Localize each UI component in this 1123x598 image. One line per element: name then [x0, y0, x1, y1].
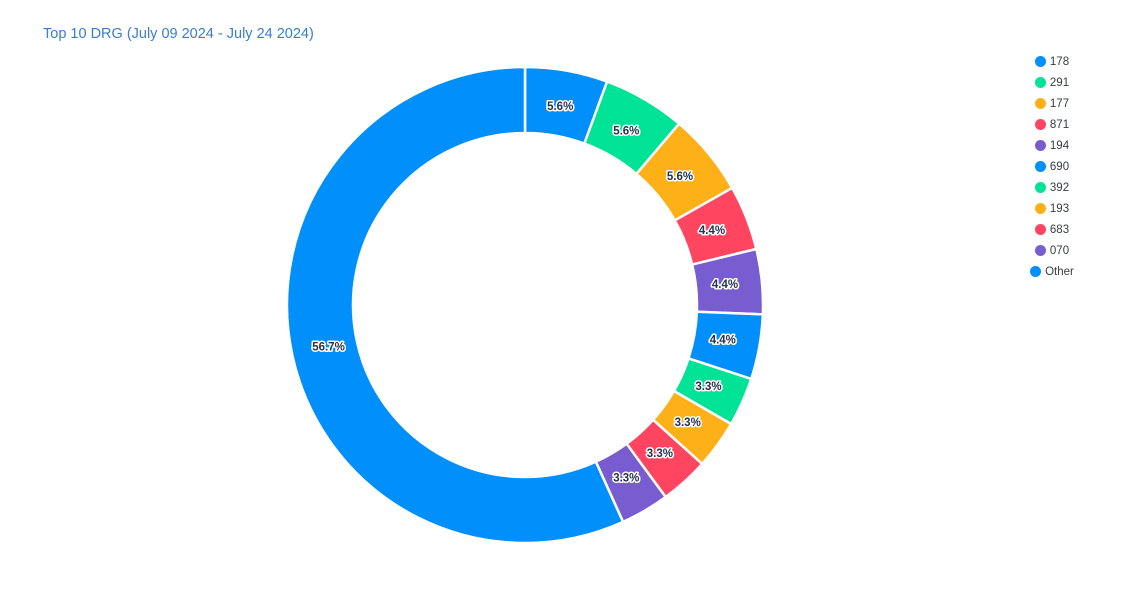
legend-marker-icon — [1034, 245, 1046, 256]
legend-marker-icon — [1034, 182, 1046, 193]
legend-item-label: 392 — [1049, 181, 1070, 194]
chart-title: Top 10 DRG (July 09 2024 - July 24 2024) — [43, 26, 314, 42]
legend-item-683[interactable]: 683 — [1034, 219, 1070, 240]
legend-item-label: 690 — [1049, 160, 1070, 173]
legend-item-070[interactable]: 070 — [1034, 240, 1070, 261]
legend-item-label: 177 — [1049, 97, 1070, 110]
legend-item-label: 178 — [1049, 55, 1070, 68]
legend-item-label: 194 — [1049, 139, 1070, 152]
legend-marker-icon — [1034, 77, 1046, 88]
legend-item-label: Other — [1045, 265, 1074, 278]
legend-item-392[interactable]: 392 — [1034, 177, 1070, 198]
legend-item-label: 871 — [1049, 118, 1070, 131]
legend-item-291[interactable]: 291 — [1034, 72, 1070, 93]
legend: 178 291 177 871 194 690 392 193 683 070 Other — [1012, 51, 1092, 282]
legend-item-178[interactable]: 178 — [1034, 51, 1070, 72]
legend-marker-icon — [1034, 98, 1046, 109]
legend-marker-icon — [1034, 119, 1046, 130]
legend-item-label: 193 — [1049, 202, 1070, 215]
legend-marker-icon — [1030, 266, 1042, 277]
legend-item-label: 683 — [1049, 223, 1070, 236]
legend-item-Other[interactable]: Other — [1030, 261, 1074, 282]
donut-slice-Other[interactable] — [285, 65, 625, 545]
legend-item-193[interactable]: 193 — [1034, 198, 1070, 219]
legend-item-194[interactable]: 194 — [1034, 135, 1070, 156]
legend-marker-icon — [1034, 224, 1046, 235]
legend-item-871[interactable]: 871 — [1034, 114, 1070, 135]
legend-item-690[interactable]: 690 — [1034, 156, 1070, 177]
legend-item-label: 291 — [1049, 76, 1070, 89]
legend-marker-icon — [1034, 140, 1046, 151]
legend-item-177[interactable]: 177 — [1034, 93, 1070, 114]
legend-marker-icon — [1034, 203, 1046, 214]
legend-marker-icon — [1034, 161, 1046, 172]
legend-marker-icon — [1034, 56, 1046, 67]
legend-item-label: 070 — [1049, 244, 1070, 257]
